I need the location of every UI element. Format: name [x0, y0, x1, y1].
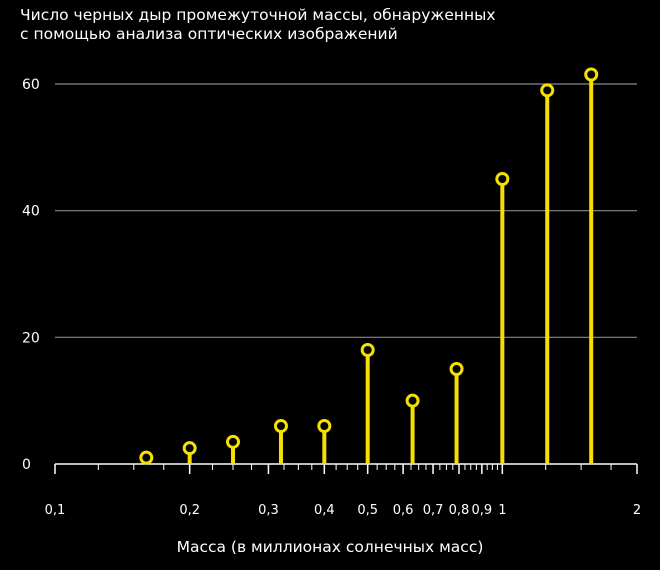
y-tick-label: 60	[22, 77, 40, 93]
data-point	[182, 441, 197, 456]
x-tick-label: 0,1	[45, 503, 66, 518]
data-point	[495, 172, 510, 186]
x-tick-label: 2	[633, 503, 641, 518]
data-point	[584, 67, 599, 82]
y-tick-label: 40	[22, 204, 40, 220]
x-tick-label: 0,4	[314, 503, 335, 518]
data-point	[449, 362, 464, 376]
x-tick-label: 0,6	[393, 503, 414, 518]
x-tick-label: 0,7	[423, 503, 444, 518]
x-tick-label: 0,3	[258, 503, 279, 518]
data-point	[139, 450, 154, 465]
data-point	[273, 419, 288, 433]
x-axis-title: Масса (в миллионах солнечных масс)	[176, 538, 484, 556]
data-point	[405, 393, 420, 408]
x-tick-label: 1	[498, 503, 506, 518]
x-tick-label: 0,2	[179, 503, 200, 518]
y-tick-label: 20	[22, 330, 40, 346]
data-point	[540, 83, 555, 98]
x-tick-label: 0,9	[472, 503, 493, 518]
data-point	[226, 434, 241, 449]
data-point	[317, 419, 332, 433]
x-tick-label: 0,5	[357, 503, 378, 518]
chart-title: Число черных дыр промежуточной массы, об…	[20, 6, 496, 43]
y-tick-label: 0	[22, 457, 31, 473]
x-tick-label: 0,8	[449, 503, 470, 518]
data-point	[360, 343, 375, 357]
